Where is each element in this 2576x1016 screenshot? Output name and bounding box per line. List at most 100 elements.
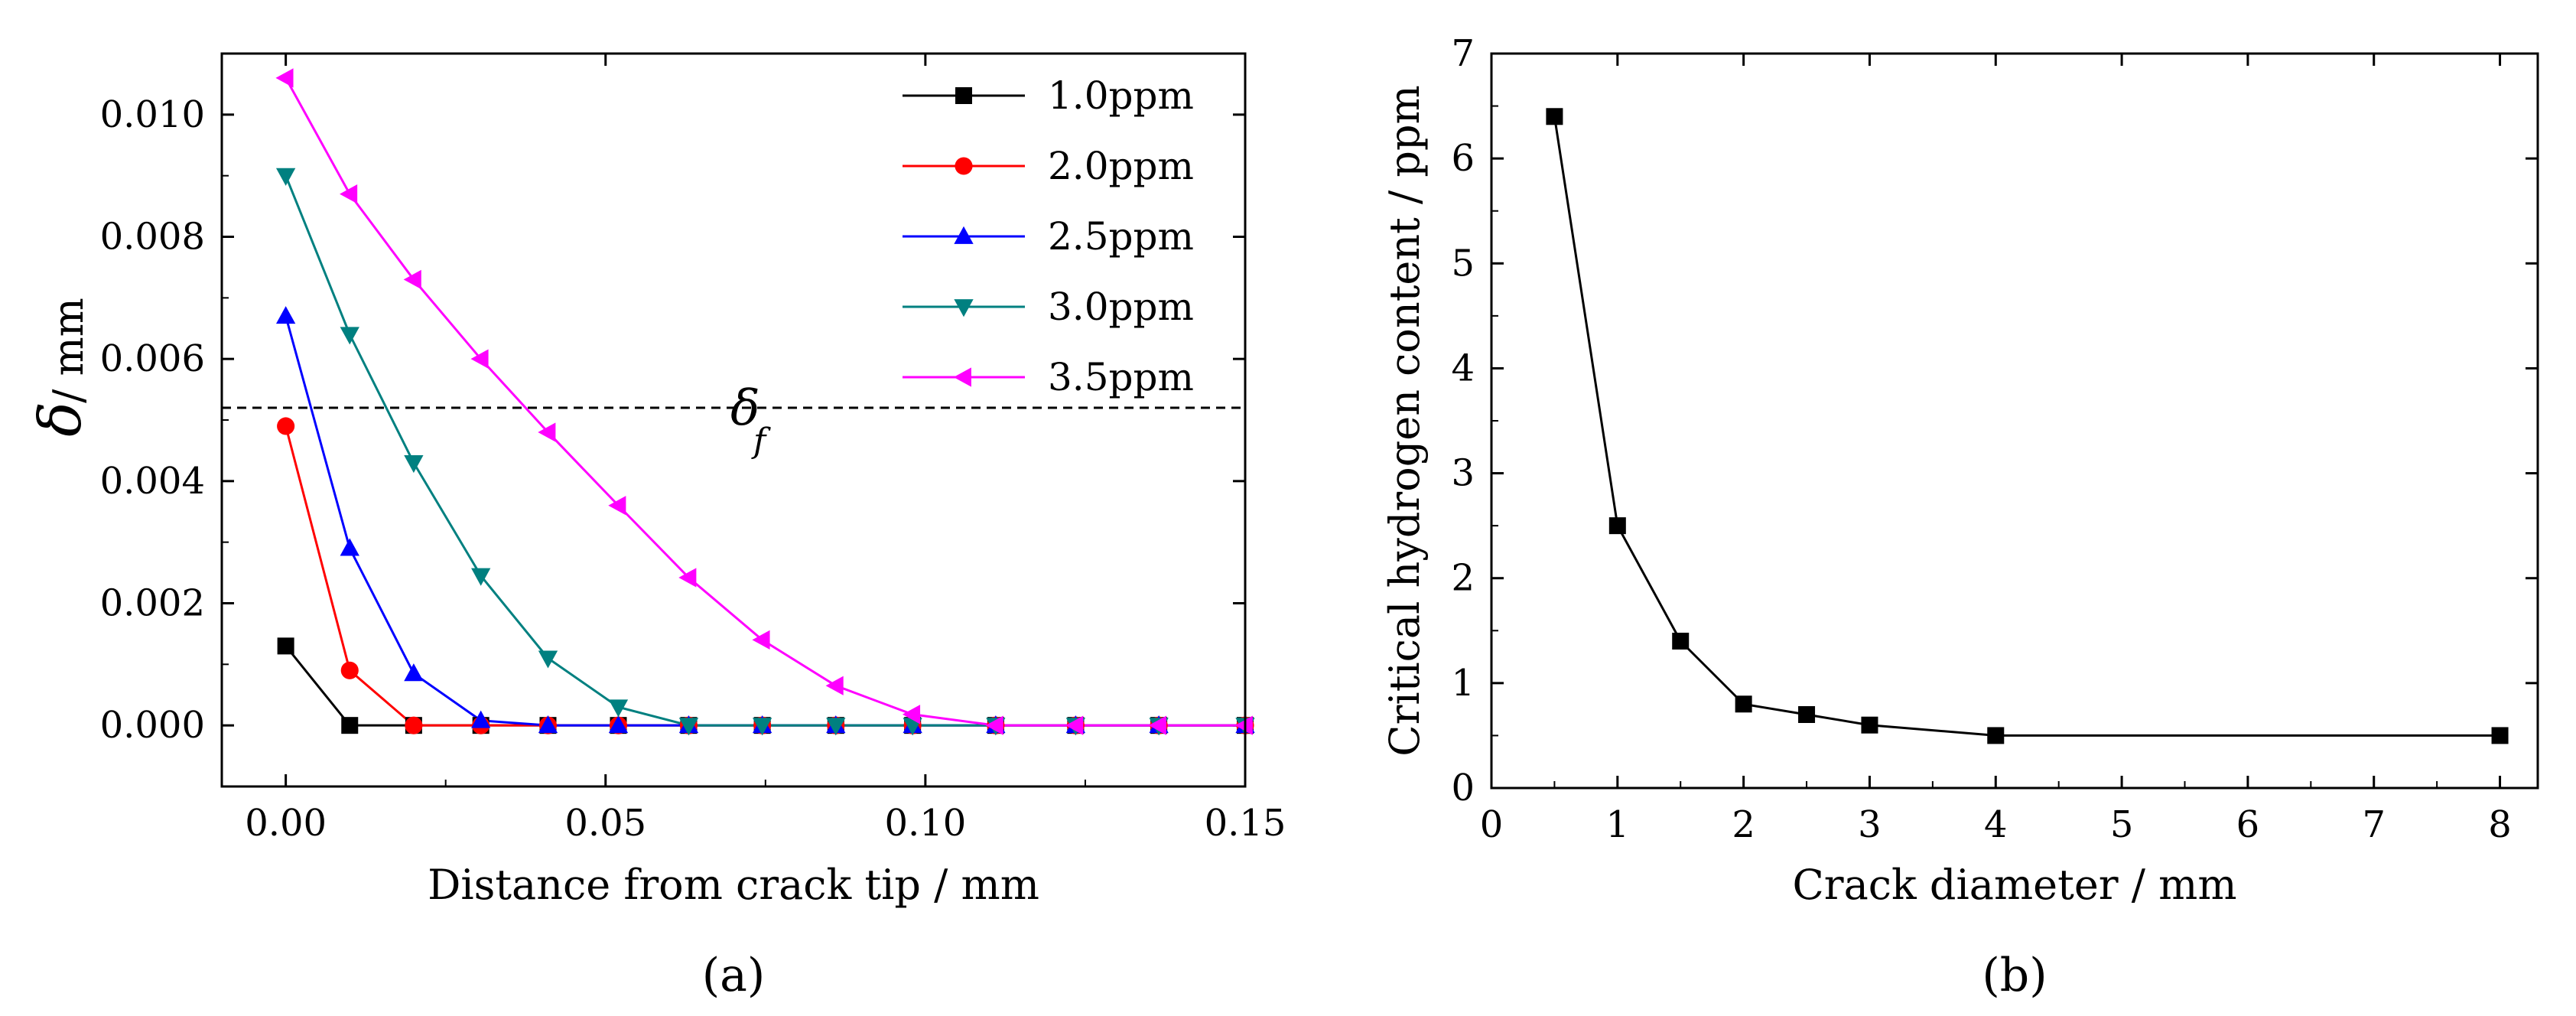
a-point-3.5ppm (752, 630, 770, 650)
a-plot-frame (220, 52, 1247, 788)
a-legend-marker-2.0ppm (955, 157, 973, 175)
a-series-line-2.0ppm (285, 425, 1245, 727)
b-point (2491, 727, 2509, 744)
b-point (1735, 695, 1752, 713)
a-point-3.5ppm (275, 68, 294, 88)
a-point-3.0ppm (471, 568, 491, 586)
a-tick-labels: 0.00 0.05 0.10 0.15 0.000 0.002 0.004 0.006 0.00… (100, 93, 1286, 845)
a-point-3.0ppm (678, 718, 699, 736)
a-legend-label: 1.0ppm (1048, 73, 1194, 118)
a-x-axis-title: Distance from crack tip / mm (428, 861, 1039, 909)
a-legend-label: 3.5ppm (1048, 355, 1194, 399)
a-legend-label: 2.0ppm (1048, 144, 1194, 188)
a-panel-label: (a) (702, 949, 766, 1002)
b-x-tick-label: 8 (2488, 803, 2512, 846)
b-series-line (1553, 116, 2500, 737)
a-y-tick-label: 0.000 (100, 704, 205, 747)
a-point-3.0ppm (608, 699, 629, 718)
b-x-tick-label: 1 (1606, 803, 1630, 846)
a-series-group (275, 68, 1255, 736)
a-point-2.0ppm (277, 417, 295, 435)
b-x-tick-label: 3 (1858, 803, 1882, 846)
a-point-3.5ppm (608, 496, 626, 516)
a-point-2.5ppm (275, 306, 296, 324)
a-point-3.5ppm (902, 705, 921, 725)
b-y-tick-label: 1 (1451, 662, 1475, 705)
a-point-3.0ppm (826, 718, 846, 736)
b-x-tick-label: 6 (2236, 803, 2260, 846)
a-y-tick-label: 0.006 (100, 337, 205, 380)
b-point (1798, 706, 1816, 723)
a-point-3.5ppm (340, 184, 358, 204)
a-y-axis-symbol: δ (26, 402, 94, 437)
a-point-1.0ppm (341, 717, 359, 734)
a-point-2.5ppm (538, 715, 558, 734)
a-y-tick-label: 0.004 (100, 460, 205, 503)
a-point-3.5ppm (403, 269, 421, 290)
b-y-tick-label: 3 (1451, 452, 1475, 495)
a-legend-marker-1.0ppm (955, 87, 972, 104)
a-point-3.5ppm (1065, 715, 1084, 735)
a-legend-label: 3.0ppm (1048, 285, 1194, 329)
chart-a: δf 0.00 0.05 0.10 0.150.0000.0020.0040.0060… (26, 52, 1286, 1002)
a-series-line-3.5ppm (285, 77, 1245, 727)
a-legend-marker-3.0ppm (954, 299, 974, 318)
a-x-tick-label: 0.05 (564, 802, 646, 845)
a-point-2.0ppm (405, 716, 423, 734)
chart-b: 0 1 2 3 4 5 6 7 8 0 1 2 3 4 5 6 7 Crack diameter / mm Cr… (1381, 32, 2539, 1002)
a-point-3.0ppm (752, 718, 772, 736)
a-x-tick-label: 0.15 (1205, 802, 1286, 845)
b-x-axis-title: Crack diameter / mm (1792, 861, 2236, 909)
a-y-axis-unit: / mm (44, 298, 93, 403)
a-point-2.0ppm (340, 661, 359, 679)
a-point-1.0ppm (277, 637, 294, 655)
b-x-tick-label: 4 (1984, 803, 2008, 846)
a-y-tick-label: 0.002 (100, 582, 205, 625)
b-y-tick-label: 0 (1451, 767, 1475, 809)
a-point-3.5ppm (1148, 715, 1167, 735)
a-point-2.5ppm (340, 538, 359, 556)
b-tick-labels: 0 1 2 3 4 5 6 7 8 0 1 2 3 4 5 6 7 (1451, 32, 2511, 846)
a-point-3.5ppm (825, 676, 844, 695)
a-point-3.5ppm (678, 568, 697, 588)
b-point (1608, 517, 1626, 535)
a-point-3.0ppm (275, 168, 296, 186)
a-legend-marker-2.5ppm (954, 226, 974, 244)
b-y-tick-label: 4 (1451, 347, 1475, 389)
a-reference-label: δ (730, 380, 760, 437)
a-x-tick-label: 0.00 (245, 802, 327, 845)
a-point-3.5ppm (985, 715, 1003, 735)
b-point (1546, 108, 1563, 125)
b-point (1987, 727, 2005, 744)
b-x-tick-label: 2 (1732, 803, 1755, 846)
a-y-axis-title: δ / mm (26, 298, 94, 437)
a-point-3.5ppm (538, 422, 556, 442)
a-legend-marker-3.5ppm (953, 367, 971, 387)
a-point-3.0ppm (404, 454, 424, 474)
b-panel-label: (b) (1982, 949, 2047, 1002)
a-legend-label: 2.5ppm (1048, 214, 1194, 259)
a-x-tick-label: 0.10 (884, 802, 966, 845)
a-point-2.5ppm (471, 710, 491, 728)
b-y-tick-label: 5 (1451, 242, 1475, 285)
a-y-tick-label: 0.010 (100, 93, 205, 136)
a-point-2.5ppm (608, 715, 629, 734)
b-plot-frame (1490, 52, 2539, 790)
a-point-3.0ppm (340, 327, 359, 345)
a-point-3.0ppm (538, 650, 558, 669)
a-point-2.5ppm (404, 663, 424, 682)
b-x-tick-label: 5 (2110, 803, 2134, 846)
a-legend: 1.0ppm 2.0ppm 2.5ppm 3.0ppm 3.5ppm (903, 73, 1194, 399)
b-y-tick-label: 7 (1451, 32, 1475, 75)
b-point (1672, 633, 1690, 650)
b-x-tick-label: 7 (2362, 803, 2386, 846)
b-point (1861, 716, 1878, 734)
a-reference-label-subscript: f (751, 422, 771, 461)
a-point-3.5ppm (470, 349, 489, 369)
b-series-group (1546, 108, 2509, 744)
a-point-3.5ppm (1234, 715, 1253, 735)
b-y-tick-label: 6 (1451, 137, 1475, 180)
b-x-tick-label: 0 (1480, 803, 1504, 846)
b-y-tick-label: 2 (1451, 557, 1475, 600)
